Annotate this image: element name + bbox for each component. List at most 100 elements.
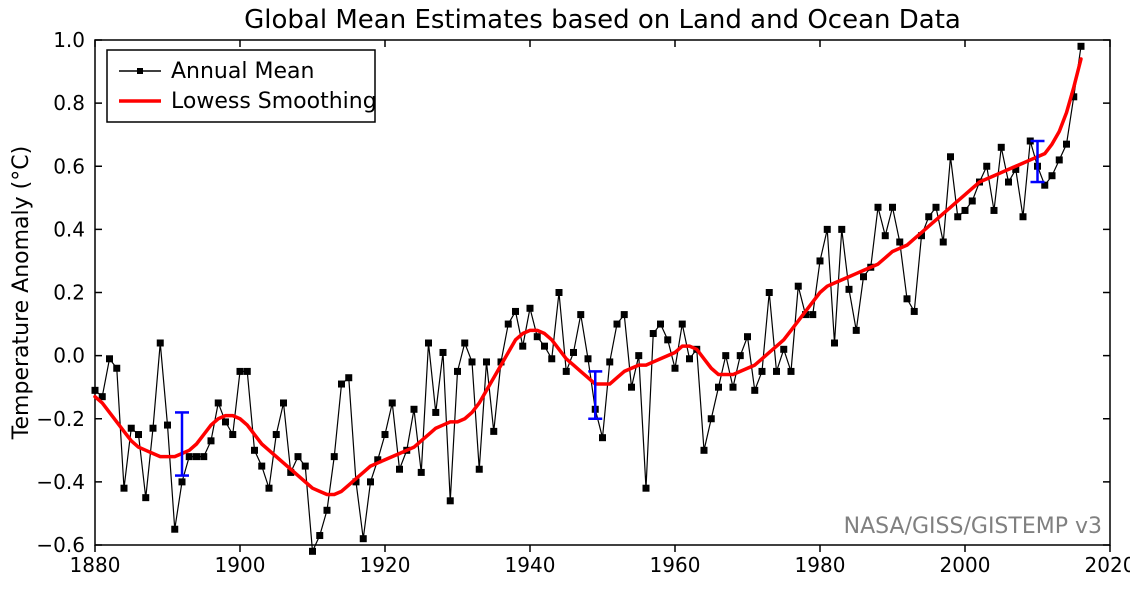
annual-marker	[520, 343, 526, 349]
annual-marker	[571, 349, 577, 355]
annual-marker	[426, 340, 432, 346]
annual-marker	[795, 283, 801, 289]
annual-marker	[469, 359, 475, 365]
annual-marker	[476, 466, 482, 472]
source-label: NASA/GISS/GISTEMP v3	[844, 514, 1102, 539]
annual-marker	[708, 416, 714, 422]
annual-marker	[701, 447, 707, 453]
x-tick-label: 1960	[650, 553, 701, 577]
annual-marker	[440, 349, 446, 355]
annual-marker	[534, 334, 540, 340]
annual-marker	[781, 346, 787, 352]
annual-marker	[331, 454, 337, 460]
annual-marker	[143, 495, 149, 501]
annual-marker	[890, 204, 896, 210]
annual-marker	[1049, 173, 1055, 179]
annual-marker	[281, 400, 287, 406]
annual-marker	[513, 308, 519, 314]
annual-marker	[679, 321, 685, 327]
annual-marker	[317, 533, 323, 539]
annual-marker	[310, 548, 316, 554]
annual-marker	[324, 507, 330, 513]
annual-marker	[991, 207, 997, 213]
annual-marker	[658, 321, 664, 327]
annual-marker	[252, 447, 258, 453]
annual-marker	[875, 204, 881, 210]
annual-marker	[462, 340, 468, 346]
annual-marker	[614, 321, 620, 327]
annual-marker	[128, 425, 134, 431]
annual-marker	[505, 321, 511, 327]
annual-marker	[672, 365, 678, 371]
annual-marker	[237, 368, 243, 374]
legend-label: Annual Mean	[171, 59, 314, 84]
annual-marker	[962, 207, 968, 213]
annual-marker	[723, 353, 729, 359]
annual-marker	[208, 438, 214, 444]
annual-marker	[527, 305, 533, 311]
y-tick-label: 0.4	[53, 217, 85, 241]
y-tick-label: −0.6	[36, 533, 85, 557]
annual-marker	[447, 498, 453, 504]
annual-marker	[346, 375, 352, 381]
annual-marker	[92, 387, 98, 393]
lowess-line	[95, 59, 1081, 495]
annual-marker	[165, 422, 171, 428]
annual-marker	[759, 368, 765, 374]
annual-marker	[788, 368, 794, 374]
annual-marker	[585, 356, 591, 362]
annual-marker	[600, 435, 606, 441]
annual-marker	[911, 308, 917, 314]
annual-marker	[1006, 179, 1012, 185]
y-tick-label: 0.0	[53, 344, 85, 368]
annual-marker	[810, 312, 816, 318]
annual-marker	[382, 432, 388, 438]
annual-marker	[339, 381, 345, 387]
annual-marker	[607, 359, 613, 365]
annual-marker	[114, 365, 120, 371]
annual-marker	[882, 233, 888, 239]
annual-marker	[186, 454, 192, 460]
annual-marker	[360, 536, 366, 542]
annual-marker	[933, 204, 939, 210]
x-tick-label: 1900	[215, 553, 266, 577]
annual-marker	[846, 286, 852, 292]
annual-marker	[418, 469, 424, 475]
annual-marker	[491, 428, 497, 434]
annual-marker	[730, 384, 736, 390]
y-axis-label: Temperature Anomaly (°C)	[9, 146, 34, 440]
annual-marker	[302, 463, 308, 469]
y-tick-label: 0.2	[53, 281, 85, 305]
annual-marker	[737, 353, 743, 359]
annual-marker	[230, 432, 236, 438]
annual-marker	[926, 214, 932, 220]
annual-marker	[179, 479, 185, 485]
x-tick-label: 1980	[795, 553, 846, 577]
annual-marker	[817, 258, 823, 264]
annual-marker	[940, 239, 946, 245]
annual-marker	[389, 400, 395, 406]
annual-marker	[853, 327, 859, 333]
annual-marker	[295, 454, 301, 460]
annual-marker	[411, 406, 417, 412]
annual-marker	[549, 356, 555, 362]
annual-marker	[1020, 214, 1026, 220]
y-tick-label: −0.4	[36, 470, 85, 494]
annual-marker	[455, 368, 461, 374]
annual-marker	[774, 368, 780, 374]
annual-marker	[629, 384, 635, 390]
annual-marker	[397, 466, 403, 472]
annual-marker	[984, 163, 990, 169]
annual-marker	[665, 337, 671, 343]
annual-marker	[136, 432, 142, 438]
annual-marker	[969, 198, 975, 204]
x-tick-label: 1940	[505, 553, 556, 577]
annual-marker	[215, 400, 221, 406]
annual-marker	[563, 368, 569, 374]
annual-marker	[157, 340, 163, 346]
annual-marker	[368, 479, 374, 485]
annual-marker	[752, 387, 758, 393]
annual-marker	[897, 239, 903, 245]
annual-marker	[687, 356, 693, 362]
annual-marker	[621, 312, 627, 318]
